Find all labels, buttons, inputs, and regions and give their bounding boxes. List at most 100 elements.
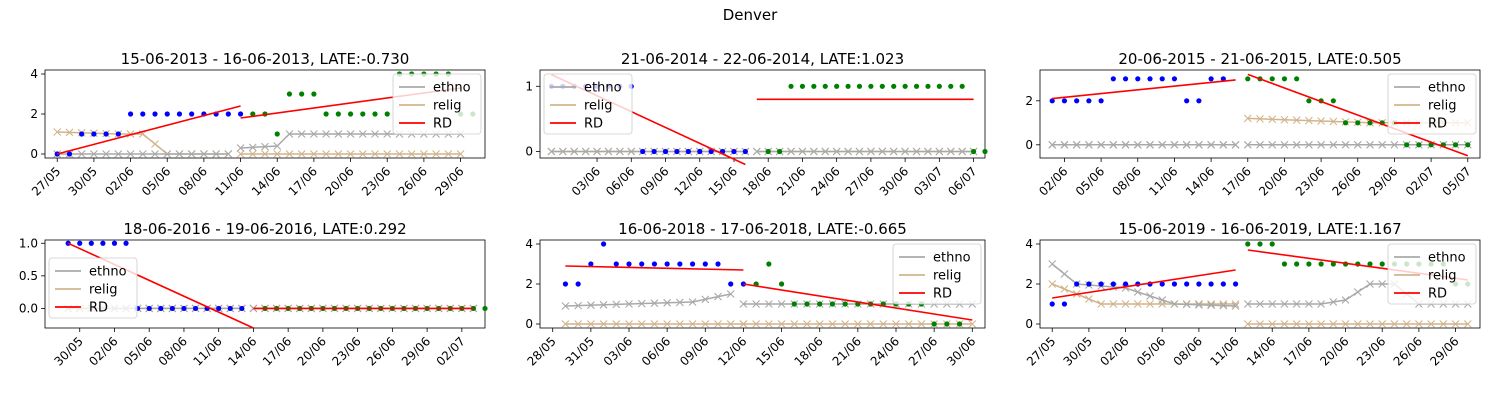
relig-marker xyxy=(1060,285,1069,293)
legend: ethno relig RD xyxy=(392,73,482,135)
relig-marker xyxy=(383,150,392,158)
pre-point xyxy=(1049,301,1055,307)
ethno-marker xyxy=(675,298,684,307)
relig-marker xyxy=(917,320,926,328)
post-point xyxy=(335,111,341,117)
pre-point xyxy=(1110,281,1116,287)
ethno-marker xyxy=(1243,140,1252,149)
legend-label: RD xyxy=(584,117,603,132)
pre-point xyxy=(239,305,245,312)
relig-marker xyxy=(1280,115,1289,124)
pre-point xyxy=(651,261,658,267)
x-tick-label: 08/06 xyxy=(1171,334,1205,368)
rd-line-post xyxy=(743,283,973,321)
relig-marker xyxy=(456,150,465,158)
ethno-marker xyxy=(1195,140,1203,149)
ethno-marker xyxy=(1146,140,1154,149)
ethno-marker xyxy=(1231,140,1240,149)
relig-marker xyxy=(599,320,608,328)
relig-marker xyxy=(1256,320,1264,328)
ethno-marker xyxy=(1170,300,1179,308)
x-tick-label: 26/06 xyxy=(396,164,430,198)
x-tick-label: 11/06 xyxy=(1207,334,1241,368)
post-point xyxy=(250,111,256,117)
x-tick-label: 27/06 xyxy=(906,334,940,368)
relig-marker xyxy=(853,320,862,328)
post-point xyxy=(822,83,828,89)
relig-marker xyxy=(828,320,837,328)
relig-marker xyxy=(1292,320,1301,328)
legend-label: relig xyxy=(433,99,462,114)
pre-point xyxy=(1074,281,1080,287)
relig-marker xyxy=(322,150,330,158)
legend-box xyxy=(392,73,482,135)
panels: 15-06-2013 - 16-06-2013, LATE:-0.730 0 2 4 2… xyxy=(19,50,1481,369)
x-tick-label: 17/06 xyxy=(260,334,294,368)
legend: ethno relig RD xyxy=(1387,243,1477,305)
legend-box xyxy=(48,257,138,319)
relig-marker xyxy=(1329,320,1338,328)
ethno-marker xyxy=(1256,300,1264,308)
y-tick-label: 0 xyxy=(30,147,38,161)
x-tick-label: 09/06 xyxy=(637,164,671,198)
post-point xyxy=(1330,98,1336,104)
ethno-marker xyxy=(1048,260,1057,268)
x-tick-label: 30/05 xyxy=(1061,334,1095,368)
ethno-marker xyxy=(726,290,735,298)
relig-marker xyxy=(1243,320,1252,328)
relig-marker xyxy=(1390,320,1399,328)
relig-marker xyxy=(726,320,735,328)
ethno-marker xyxy=(285,130,294,138)
legend-label: ethno xyxy=(89,265,127,280)
panel-title: 18-06-2016 - 19-06-2016, LATE:0.292 xyxy=(123,220,406,238)
post-point xyxy=(470,305,477,312)
x-tick-label: 12/06 xyxy=(672,164,706,198)
relig-marker xyxy=(1341,320,1350,328)
ethno-marker xyxy=(901,147,910,156)
relig-marker xyxy=(1415,320,1423,328)
ethno-marker xyxy=(1158,140,1167,149)
ethno-marker xyxy=(1390,140,1399,149)
relig-marker xyxy=(285,150,294,158)
pre-point xyxy=(1220,76,1226,82)
post-point xyxy=(323,111,329,117)
post-point xyxy=(879,83,885,89)
relig-marker xyxy=(586,320,595,328)
relig-marker xyxy=(1109,300,1118,308)
pre-point xyxy=(664,261,670,267)
relig-marker xyxy=(663,320,672,328)
ethno-marker xyxy=(334,130,343,138)
ethno-marker xyxy=(1305,140,1313,149)
ethno-marker xyxy=(844,147,852,156)
pre-point xyxy=(1049,98,1055,104)
pre-point xyxy=(77,240,83,246)
ethno-marker xyxy=(935,147,944,156)
ethno-marker xyxy=(297,130,306,138)
ethno-marker xyxy=(224,150,233,158)
x-tick-label: 29/06 xyxy=(399,334,433,368)
ethno-marker xyxy=(787,147,795,156)
relig-marker xyxy=(395,150,404,158)
relig-marker xyxy=(1292,116,1301,125)
relig-marker xyxy=(714,320,722,328)
x-tick-label: 23/06 xyxy=(1354,334,1388,368)
relig-marker xyxy=(273,150,282,158)
plot-frame xyxy=(1039,69,1481,159)
relig-marker xyxy=(1353,320,1362,328)
x-tick-label: 30/06 xyxy=(944,334,978,368)
ethno-marker xyxy=(1085,140,1093,149)
ethno-marker xyxy=(212,150,220,158)
post-point xyxy=(1269,76,1275,82)
pre-point xyxy=(1196,98,1202,104)
relig-marker xyxy=(790,320,799,328)
x-tick-label: 05/06 xyxy=(1134,334,1168,368)
x-tick-label: 29/06 xyxy=(1427,334,1461,368)
post-point xyxy=(1257,241,1263,247)
ethno-marker xyxy=(946,147,955,156)
relig-marker xyxy=(1133,300,1142,308)
relig-marker xyxy=(1439,320,1448,328)
pre-point xyxy=(237,111,244,117)
relig-marker xyxy=(407,150,416,158)
ethno-marker xyxy=(701,295,710,304)
post-point xyxy=(891,83,897,89)
